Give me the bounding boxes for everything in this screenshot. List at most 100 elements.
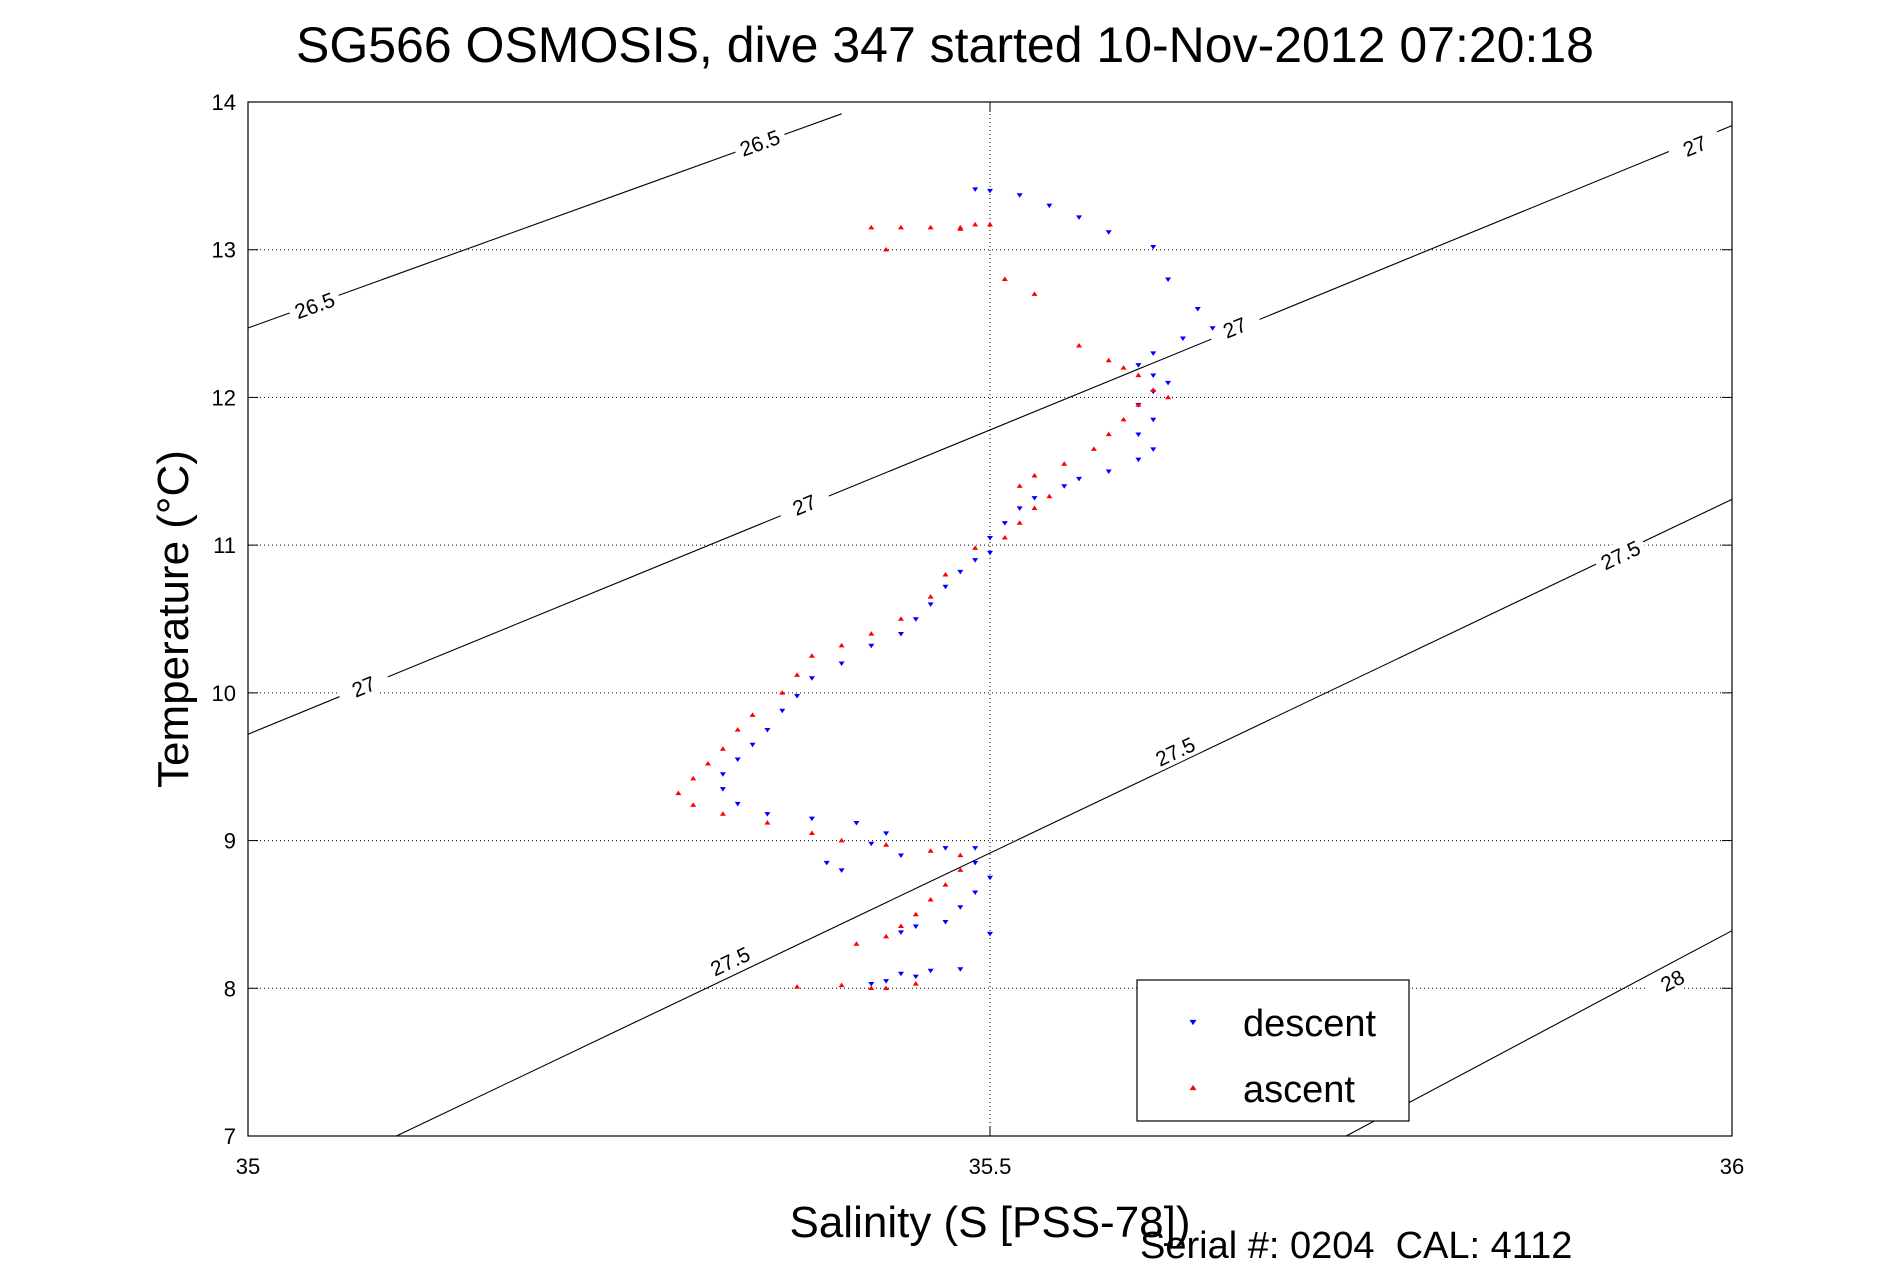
y-tick-label: 11 <box>213 533 236 558</box>
data-point-descent <box>1001 521 1008 526</box>
data-point-ascent <box>957 852 964 858</box>
data-point-ascent <box>853 941 860 946</box>
data-point-ascent <box>838 837 845 843</box>
data-point-ascent <box>838 642 845 648</box>
data-point-descent <box>987 188 993 194</box>
data-point-ascent <box>1031 291 1038 296</box>
data-point-descent <box>868 982 875 987</box>
data-point-descent <box>972 846 979 851</box>
data-point-descent <box>779 708 786 714</box>
data-point-descent <box>1135 457 1142 463</box>
data-point-descent <box>868 643 875 649</box>
contour-label-bg <box>775 483 833 526</box>
data-point-ascent <box>1135 402 1142 407</box>
y-tick-label: 8 <box>224 976 236 1001</box>
data-point-descent <box>734 757 741 763</box>
contour-label-bg <box>1205 306 1264 349</box>
data-point-descent <box>942 920 949 925</box>
data-point-ascent <box>690 802 697 807</box>
data-point-descent <box>764 812 771 817</box>
data-point-ascent <box>897 923 904 929</box>
data-point-descent <box>987 875 993 881</box>
data-point-descent <box>942 846 949 851</box>
data-point-descent <box>942 584 949 590</box>
data-point-descent <box>883 831 890 836</box>
data-point-descent <box>1061 484 1068 489</box>
data-point-ascent <box>987 221 993 227</box>
data-point-ascent <box>1105 431 1112 437</box>
data-point-descent <box>897 853 904 859</box>
legend-box <box>1136 979 1410 1122</box>
x-axis-ticks: 35 35.5 36 <box>236 102 1744 1179</box>
legend-label-ascent: ascent <box>1243 1069 1355 1111</box>
data-point-descent <box>823 860 830 866</box>
data-point-descent <box>897 930 904 935</box>
data-point-ascent <box>1120 365 1127 370</box>
data-point-ascent <box>675 790 682 796</box>
data-point-descent <box>838 868 845 873</box>
data-point-descent <box>1150 351 1157 356</box>
data-point-descent <box>1209 326 1216 331</box>
data-point-descent <box>1150 244 1157 250</box>
data-point-ascent <box>942 882 949 887</box>
data-point-descent <box>972 860 979 866</box>
contour-label-bg <box>285 284 343 326</box>
y-tick-label: 14 <box>212 90 236 115</box>
data-point-descent <box>838 661 845 667</box>
data-point-descent <box>719 787 726 792</box>
data-point-descent <box>972 890 979 895</box>
data-point-ascent <box>927 848 934 853</box>
legend-marker-ascent <box>1189 1084 1197 1091</box>
series-descent <box>719 187 1216 987</box>
data-series <box>675 187 1216 991</box>
data-point-ascent <box>957 867 964 872</box>
data-point-descent <box>987 550 993 556</box>
data-point-ascent <box>719 811 726 816</box>
data-point-descent <box>897 971 904 977</box>
y-tick-label: 13 <box>212 238 236 263</box>
data-point-ascent <box>1016 520 1023 525</box>
contour-label-bg <box>1665 124 1724 167</box>
data-point-ascent <box>1046 493 1053 499</box>
data-point-descent <box>1179 336 1186 342</box>
data-point-descent <box>1046 203 1053 209</box>
data-point-ascent <box>690 775 697 781</box>
y-axis-label: Temperature (°C) <box>149 450 198 788</box>
data-point-ascent <box>972 221 979 227</box>
data-point-descent <box>897 631 904 637</box>
data-point-ascent <box>794 672 801 677</box>
data-point-descent <box>1165 277 1172 282</box>
data-point-descent <box>912 617 919 622</box>
data-point-ascent <box>734 727 741 732</box>
contour-label-bg <box>701 938 759 983</box>
data-point-descent <box>1150 447 1157 452</box>
legend-marker-descent <box>1189 1019 1197 1026</box>
data-point-descent <box>1135 432 1142 438</box>
data-point-ascent <box>912 911 919 917</box>
contour-label-bg <box>731 122 789 163</box>
data-point-ascent <box>1076 343 1083 348</box>
data-point-ascent <box>883 842 890 847</box>
density-contour-line <box>247 125 1733 735</box>
y-tick-label: 9 <box>224 829 236 854</box>
data-point-ascent <box>719 746 726 751</box>
data-point-ascent <box>705 761 712 766</box>
legend: descent ascent <box>1136 979 1410 1122</box>
data-point-descent <box>1105 469 1112 474</box>
density-contour-line <box>396 498 1733 1137</box>
data-point-ascent <box>1165 394 1172 400</box>
data-point-ascent <box>764 820 771 825</box>
data-point-descent <box>1135 363 1142 368</box>
legend-label-descent: descent <box>1243 1003 1377 1045</box>
y-tick-label: 10 <box>212 681 236 706</box>
data-point-descent <box>719 772 726 777</box>
data-point-ascent <box>1105 357 1112 363</box>
data-point-descent <box>987 535 993 541</box>
data-point-ascent <box>1031 473 1038 478</box>
x-tick-label: 35.5 <box>969 1154 1012 1179</box>
data-point-ascent <box>1001 535 1008 540</box>
data-point-descent <box>1165 380 1172 386</box>
data-point-descent <box>794 694 801 699</box>
